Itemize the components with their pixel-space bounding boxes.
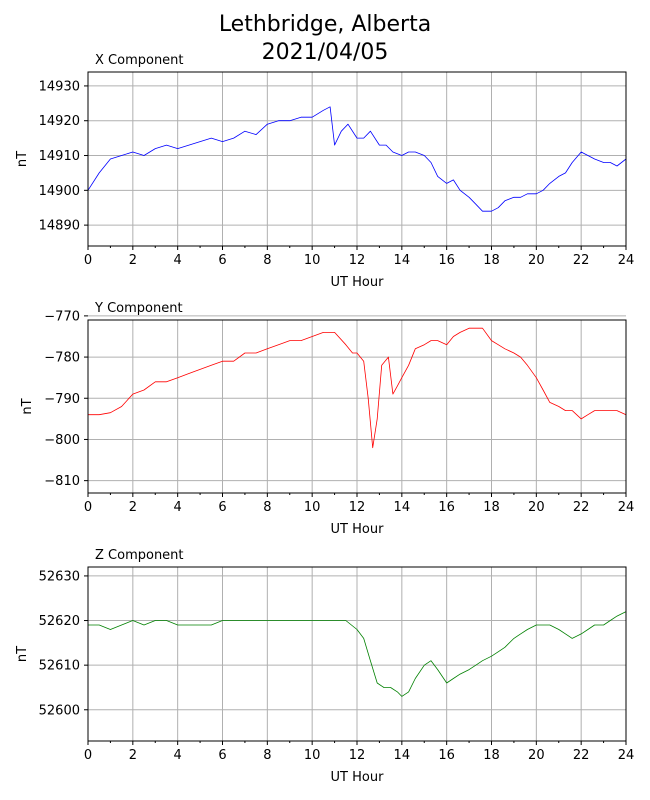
series-line (88, 611, 627, 697)
y-tick-label: −800 (44, 433, 80, 448)
x-tick-label: 8 (263, 748, 271, 763)
subplot-title: Y Component (94, 301, 183, 316)
y-tick-label: −780 (44, 351, 80, 366)
x-tick-label: 4 (174, 500, 182, 515)
x-tick-label: 2 (129, 500, 137, 515)
x-tick-label: 12 (349, 253, 366, 268)
x-tick-label: 6 (218, 253, 226, 268)
x-tick-label: 20 (528, 748, 545, 763)
x-tick-label: 8 (263, 253, 271, 268)
x-tick-label: 24 (618, 253, 635, 268)
y-tick-label: 52630 (39, 569, 80, 584)
x-tick-label: 12 (349, 748, 366, 763)
x-tick-label: 18 (483, 748, 500, 763)
y-axis-label: nT (15, 151, 30, 167)
x-tick-label: 10 (304, 748, 321, 763)
figure-title-line1: Lethbridge, Alberta (218, 12, 432, 37)
subplot-2: 0 2 4 6 8 10 12 14 16 18 20 22 24−770−780−790−800−81… (20, 301, 634, 537)
y-tick-label: 14930 (39, 79, 80, 94)
x-tick-label: 18 (483, 500, 500, 515)
subplot-title: Z Component (95, 548, 184, 563)
x-tick-label: 6 (218, 748, 226, 763)
x-tick-label: 6 (218, 500, 226, 515)
x-tick-label: 16 (438, 500, 455, 515)
x-tick-label: 0 (84, 748, 92, 763)
x-tick-label: 24 (618, 500, 635, 515)
x-tick-label: 10 (304, 253, 321, 268)
subplot-1: 0 2 4 6 8 10 12 14 16 18 20 22 241489014900149101492… (15, 53, 634, 290)
series-line (88, 327, 627, 449)
y-tick-label: 14910 (39, 149, 80, 164)
x-tick-label: 24 (618, 748, 635, 763)
y-tick-label: −790 (44, 392, 80, 407)
x-tick-label: 16 (438, 253, 455, 268)
y-tick-label: 14920 (39, 114, 80, 129)
y-tick-label: 14900 (39, 184, 80, 199)
y-tick-label: 52600 (39, 703, 80, 718)
x-tick-label: 14 (394, 253, 411, 268)
y-tick-label: −810 (44, 474, 80, 489)
x-tick-label: 2 (129, 253, 137, 268)
x-tick-label: 14 (394, 748, 411, 763)
subplot-title: X Component (95, 53, 184, 68)
y-axis-label: nT (20, 398, 35, 414)
figure-title-line2: 2021/04/05 (261, 40, 389, 65)
x-axis-label: UT Hour (331, 275, 385, 290)
y-tick-label: 52620 (39, 614, 80, 629)
x-tick-label: 20 (528, 500, 545, 515)
series-line (87, 106, 627, 212)
y-axis-label: nT (15, 646, 30, 662)
x-tick-label: 12 (349, 500, 366, 515)
y-tick-label: 52610 (39, 659, 80, 674)
subplot-3: 0 2 4 6 8 10 12 14 16 18 20 22 245260052610526205263… (15, 548, 634, 785)
x-tick-label: 8 (263, 500, 271, 515)
x-tick-label: 20 (528, 253, 545, 268)
x-tick-label: 0 (84, 253, 92, 268)
x-tick-label: 22 (573, 500, 590, 515)
x-tick-label: 22 (573, 253, 590, 268)
x-tick-label: 18 (483, 253, 500, 268)
x-tick-label: 16 (438, 748, 455, 763)
x-tick-label: 2 (129, 748, 137, 763)
x-tick-label: 4 (174, 253, 182, 268)
x-axis-label: UT Hour (331, 522, 385, 537)
x-axis-label: UT Hour (331, 770, 385, 785)
x-tick-label: 14 (394, 500, 411, 515)
x-tick-label: 0 (84, 500, 92, 515)
y-tick-label: −770 (44, 309, 80, 324)
x-tick-label: 10 (304, 500, 321, 515)
x-tick-label: 4 (174, 748, 182, 763)
x-tick-label: 22 (573, 748, 590, 763)
y-tick-label: 14890 (39, 219, 80, 234)
